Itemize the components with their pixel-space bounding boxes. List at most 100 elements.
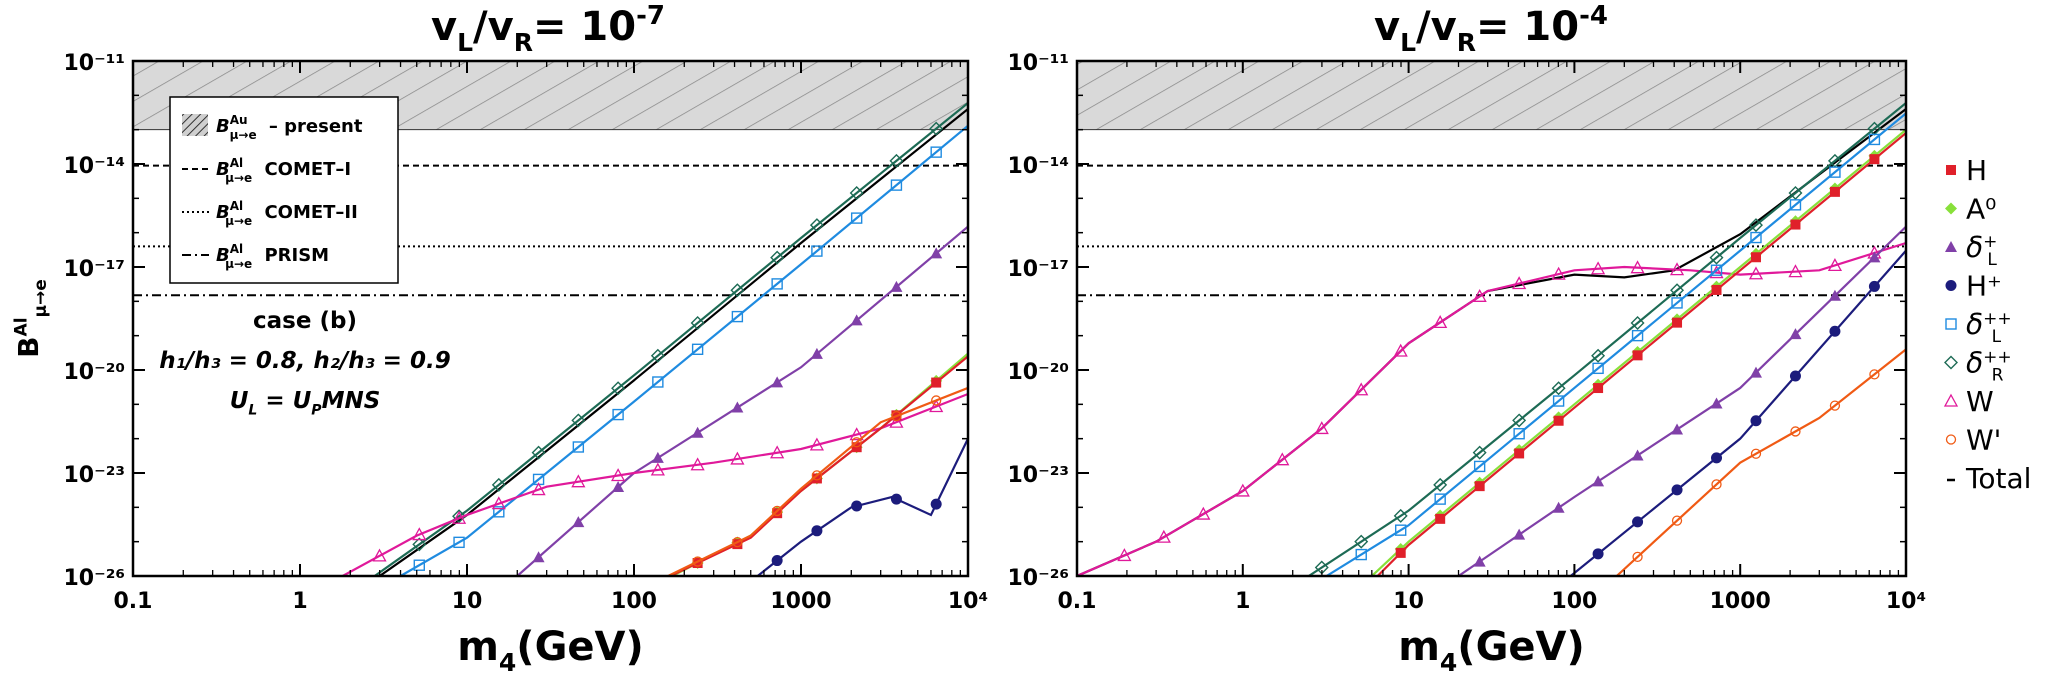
series-marker — [1591, 348, 1606, 363]
series-marker — [1789, 370, 1801, 382]
series-marker — [770, 250, 785, 265]
series-marker — [1711, 284, 1722, 295]
series-marker — [1513, 528, 1526, 540]
series-marker — [1829, 186, 1840, 197]
series-marker — [850, 314, 863, 326]
series-marker — [1750, 252, 1761, 263]
series-marker — [930, 247, 943, 259]
series-marker — [491, 496, 506, 510]
series-marker — [692, 556, 703, 567]
series-marker — [1156, 529, 1171, 543]
side-legend-marker — [1945, 280, 1957, 291]
chart-title: vL​/vR​= 10-4 — [1374, 1, 1608, 57]
series-marker — [572, 441, 585, 453]
series-marker — [1868, 133, 1881, 146]
series-line — [1615, 348, 1906, 576]
series-marker — [1749, 366, 1762, 378]
series-marker — [1828, 289, 1841, 301]
series-marker — [1672, 317, 1683, 328]
side-legend-label: δ+ L — [1966, 231, 1997, 270]
series-marker — [491, 477, 506, 492]
series-marker — [1472, 445, 1487, 460]
x-tick-label: 10 — [1393, 589, 1424, 614]
series-marker — [731, 401, 744, 413]
series-marker — [571, 413, 586, 428]
panel-left: 0.1 1 10 100 1000 10⁴ 10⁻²⁶ 10⁻²³ 10⁻²⁰ 10⁻¹⁷ 10⁻¹… — [11, 1, 988, 674]
side-legend-marker — [1944, 355, 1958, 370]
plot-area — [1077, 61, 1906, 576]
x-tick-label: 100 — [611, 589, 657, 614]
side-legend: H A⁰ δ+ LH⁺ δ++ Lδ++ RW W' Total — [1943, 154, 2031, 495]
series-marker — [771, 376, 784, 388]
series-marker — [1593, 383, 1604, 394]
series-marker — [1632, 551, 1643, 563]
x-tick-label: 10⁴ — [948, 589, 988, 614]
series-marker — [1750, 231, 1762, 244]
y-tick-label: 10⁻²⁶ — [64, 566, 126, 591]
inset-legend-label: BAl μ→e PRISM — [216, 242, 329, 271]
series-marker — [1473, 555, 1486, 567]
side-legend-label: Total — [1965, 462, 2031, 495]
series-marker — [691, 426, 704, 438]
series-marker — [1789, 328, 1802, 340]
series-marker — [691, 343, 704, 355]
series-line — [671, 352, 968, 576]
side-legend-label: W' — [1966, 424, 2001, 457]
series-marker — [1395, 524, 1407, 536]
side-legend-marker — [1945, 318, 1957, 330]
series-marker — [1512, 276, 1527, 290]
series-marker — [1711, 452, 1723, 464]
case-annotation: case (b) h₁/h₃ = 0.8, h₂/h₃ = 0.9 UL​ = UP… — [159, 308, 450, 418]
series-marker — [811, 525, 823, 537]
series-marker — [412, 527, 427, 541]
series-marker — [1632, 516, 1644, 528]
series-marker — [1354, 534, 1369, 549]
series-marker — [730, 451, 745, 465]
series-line — [399, 124, 968, 576]
series-marker — [1710, 397, 1723, 409]
series-marker — [850, 212, 863, 224]
series-marker — [1671, 423, 1684, 435]
series-marker — [651, 451, 664, 463]
series-marker — [731, 310, 744, 323]
x-tick-label: 0.1 — [1058, 589, 1097, 614]
series-marker — [732, 536, 743, 548]
series-marker — [930, 498, 942, 510]
excluded-band — [1077, 61, 1906, 130]
series-marker — [1472, 288, 1487, 302]
series-marker — [1314, 421, 1329, 435]
series-marker — [413, 559, 425, 571]
coupling-ratios: h₁/h₃ = 0.8, h₂/h₃ = 0.9 — [159, 348, 450, 374]
series-marker — [1355, 548, 1367, 561]
mixing-label: UL​ = UP​MNS — [230, 388, 381, 418]
series-marker — [612, 408, 624, 421]
series-marker — [1552, 395, 1565, 407]
series-marker — [1669, 262, 1685, 276]
series-marker — [1393, 343, 1408, 357]
series-marker — [1395, 547, 1406, 558]
series-marker — [1711, 479, 1722, 490]
series-marker — [1196, 506, 1211, 520]
series-line — [667, 386, 968, 576]
series-marker — [1551, 266, 1566, 280]
series-line — [1570, 249, 1906, 576]
x-tick-label: 100 — [1551, 589, 1597, 614]
x-tick-label: 1 — [292, 589, 307, 614]
series-marker — [889, 414, 904, 428]
x-tick-label: 10 — [452, 589, 483, 614]
series-marker — [1473, 460, 1486, 473]
x-axis-label: m4​(GeV) — [457, 624, 644, 674]
series-marker — [612, 481, 625, 493]
series-marker — [1235, 483, 1250, 497]
series-marker — [1749, 218, 1763, 233]
inset-legend-label: BAl μ→e COMET–I — [216, 156, 351, 185]
inset-legend-label: BAl μ→e COMET–II — [216, 199, 358, 228]
x-tick-label: 10⁴ — [1886, 589, 1926, 614]
series-marker — [650, 348, 665, 363]
series-marker — [690, 316, 705, 330]
side-legend-label: δ++ R — [1966, 347, 2012, 386]
series-marker — [1514, 448, 1525, 459]
series-marker — [771, 278, 783, 290]
side-legend-label: H — [1966, 154, 1987, 187]
series-marker — [1868, 280, 1880, 292]
